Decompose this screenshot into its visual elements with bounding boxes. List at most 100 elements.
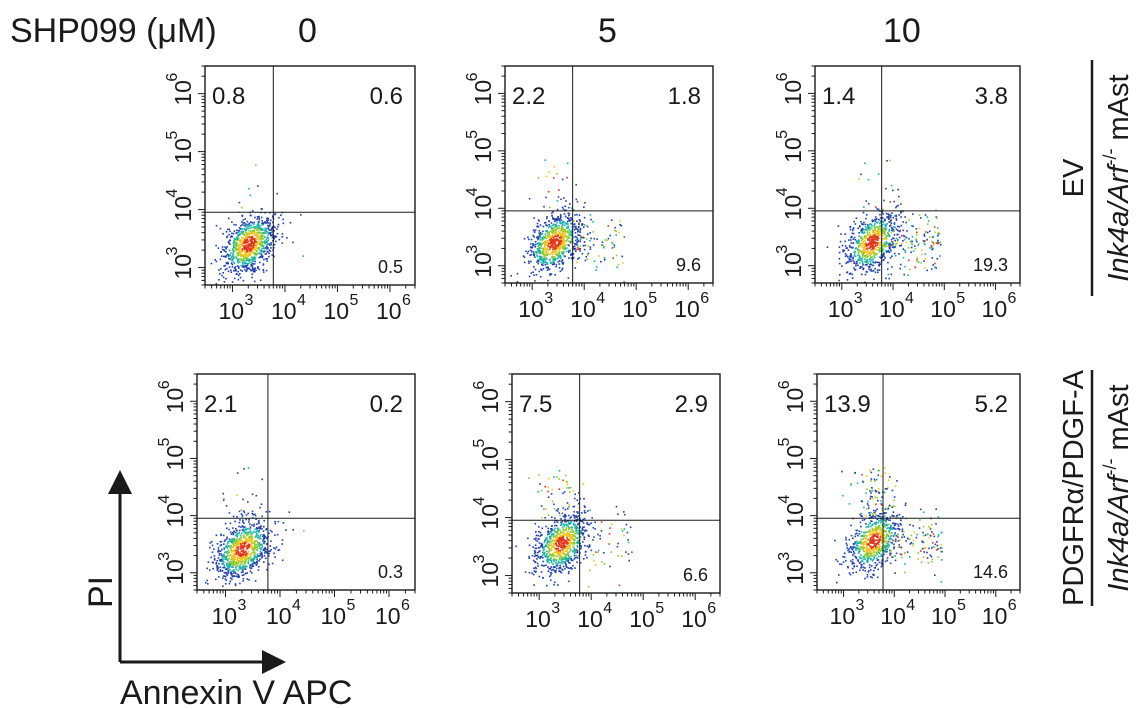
cell-event <box>607 237 610 240</box>
cell-event <box>548 232 550 234</box>
cell-event <box>886 235 888 237</box>
cell-event <box>262 549 265 551</box>
cell-event <box>238 248 240 250</box>
cell-event <box>549 274 551 276</box>
cell-event <box>547 266 549 269</box>
cell-event <box>546 247 549 249</box>
cell-event <box>273 547 275 549</box>
cell-event <box>546 542 548 544</box>
cell-event <box>225 558 227 560</box>
cell-event <box>556 531 559 533</box>
cell-event <box>575 516 578 518</box>
cell-event <box>878 262 881 264</box>
cell-event <box>562 243 564 246</box>
cell-event <box>558 567 560 570</box>
cell-event <box>561 568 563 571</box>
cell-event <box>247 234 249 236</box>
cell-event <box>242 577 245 580</box>
cell-event <box>869 246 871 249</box>
cell-event <box>250 552 252 555</box>
cell-event <box>865 214 868 216</box>
cell-event <box>583 536 585 538</box>
cell-event <box>528 262 530 264</box>
cell-event <box>232 543 234 545</box>
cell-event <box>909 240 912 243</box>
cell-event <box>562 515 565 518</box>
quadrant-lower-right-value: 19.3 <box>973 255 1008 275</box>
cell-event <box>548 223 550 226</box>
cell-event <box>262 232 264 234</box>
cell-event <box>245 514 248 516</box>
cell-event <box>534 243 537 246</box>
cell-event <box>255 164 257 166</box>
cell-event <box>221 559 224 562</box>
cell-event <box>883 244 886 247</box>
cell-event <box>246 544 248 547</box>
cell-event <box>592 527 595 529</box>
cell-event <box>255 518 257 520</box>
cell-event <box>864 235 866 237</box>
cell-event <box>234 584 237 587</box>
cell-event <box>243 260 246 262</box>
cell-event <box>593 536 595 538</box>
cell-event <box>574 536 576 538</box>
cell-event <box>861 273 863 276</box>
cell-event <box>238 244 240 247</box>
cell-event <box>245 557 248 560</box>
cell-event <box>221 557 224 559</box>
cell-event <box>526 252 529 255</box>
cell-event <box>256 247 258 250</box>
cell-event <box>229 562 231 565</box>
quadrant-upper-right-value: 3.8 <box>975 83 1008 110</box>
cell-event <box>246 578 249 580</box>
cell-event <box>553 533 555 535</box>
cell-event <box>264 221 267 223</box>
cell-event <box>553 256 556 258</box>
cell-event <box>227 549 230 552</box>
cell-event <box>587 585 590 588</box>
cell-event <box>235 539 237 541</box>
cell-event <box>245 538 248 540</box>
cell-event <box>561 259 564 261</box>
cell-event <box>872 238 875 240</box>
cell-event <box>556 545 558 547</box>
cell-event <box>532 253 535 255</box>
cell-event <box>575 183 577 186</box>
cell-event <box>884 257 886 259</box>
cell-event <box>277 520 280 523</box>
cell-event <box>243 246 245 249</box>
cell-event <box>576 200 579 203</box>
cell-event <box>253 546 256 548</box>
cell-event <box>252 230 255 232</box>
cell-event <box>871 260 874 263</box>
cell-event <box>560 244 563 246</box>
cell-event <box>625 523 628 526</box>
cell-event <box>282 218 284 221</box>
cell-event <box>206 579 208 582</box>
cell-event <box>222 566 224 569</box>
cell-event <box>225 278 227 280</box>
cell-event <box>575 532 577 535</box>
cell-event <box>564 246 566 249</box>
cell-event <box>238 229 241 232</box>
cell-event <box>243 247 245 250</box>
cell-event <box>237 270 239 273</box>
cell-event <box>533 231 536 233</box>
cell-event <box>235 534 237 537</box>
cell-event <box>219 227 222 230</box>
cell-event <box>915 240 918 243</box>
cell-event <box>541 243 544 246</box>
cell-event <box>253 237 256 240</box>
cell-event <box>233 530 235 533</box>
cell-event <box>561 243 563 245</box>
cell-event <box>239 568 241 570</box>
cell-event <box>565 515 567 517</box>
cell-event <box>564 523 566 526</box>
cell-event <box>560 524 562 526</box>
cell-event <box>564 513 566 516</box>
cell-event <box>562 221 565 224</box>
cell-event <box>935 242 938 244</box>
cell-event <box>242 244 244 247</box>
cell-event <box>524 571 527 573</box>
